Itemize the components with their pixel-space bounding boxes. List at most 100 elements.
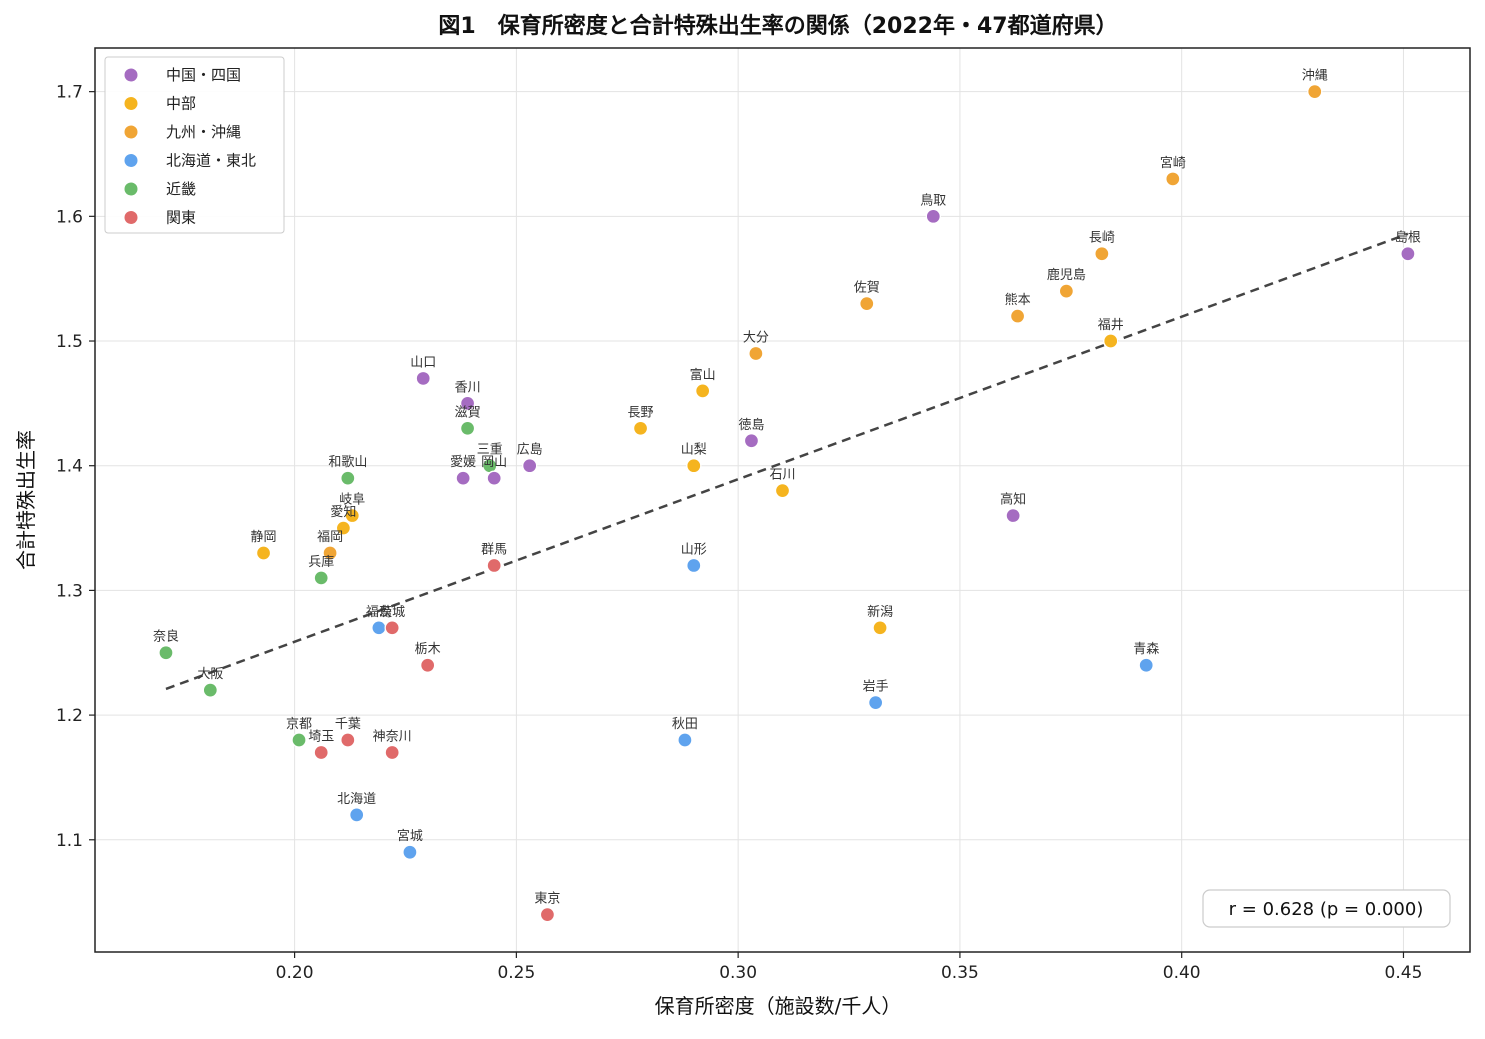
trendline-layer xyxy=(165,232,1409,691)
point-label: 岐阜 xyxy=(339,492,365,508)
point-label: 秋田 xyxy=(672,717,698,732)
chart-title: 図1 保育所密度と合計特殊出生率の関係（2022年・47都道府県） xyxy=(438,13,1117,39)
data-point xyxy=(743,433,760,449)
legend-label: 近畿 xyxy=(166,180,196,198)
y-tick-label: 1.1 xyxy=(56,831,83,851)
point-label: 島根 xyxy=(1395,231,1421,246)
point-label: 群馬 xyxy=(481,542,507,557)
point-label: 富山 xyxy=(690,367,716,383)
data-point xyxy=(340,732,356,748)
point-label: 佐賀 xyxy=(854,281,880,296)
point-label: 兵庫 xyxy=(308,555,334,570)
data-point xyxy=(335,520,352,536)
data-point xyxy=(486,557,502,574)
point-label: 北海道 xyxy=(337,792,376,807)
point-label: 愛知 xyxy=(330,504,356,520)
data-point xyxy=(1165,171,1181,187)
data-point xyxy=(455,470,471,486)
correlation-stat-box: r = 0.628 (p = 0.000) xyxy=(1202,889,1451,928)
point-label: 熊本 xyxy=(1005,292,1031,308)
legend-label: 関東 xyxy=(166,209,196,227)
legend-marker xyxy=(123,124,139,140)
point-label: 福岡 xyxy=(317,530,343,545)
x-tick-label: 0.20 xyxy=(276,963,314,983)
data-point xyxy=(340,470,356,486)
data-point xyxy=(384,744,400,761)
data-point xyxy=(313,744,329,761)
data-point xyxy=(459,395,476,412)
legend-marker xyxy=(123,153,139,168)
data-point xyxy=(872,620,888,636)
point-label: 高知 xyxy=(1000,492,1026,508)
data-point xyxy=(774,482,791,499)
point-label: 栃木 xyxy=(415,642,441,657)
data-point xyxy=(255,545,272,561)
point-label: 茨城 xyxy=(379,605,405,620)
point-label: 長崎 xyxy=(1089,231,1115,246)
axis-ticks: 0.20 0.25 0.30 0.35 0.40 0.45 1.1 1.2 1.3 1.4 1.5 1… xyxy=(56,83,1422,983)
legend-label: 中国・四国 xyxy=(166,66,241,84)
data-point xyxy=(859,295,875,312)
data-point xyxy=(322,545,338,561)
data-point xyxy=(539,906,556,923)
trendline xyxy=(165,232,1409,691)
point-label: 山口 xyxy=(410,355,436,370)
point-label: 福井 xyxy=(1098,318,1124,333)
point-label: 京都 xyxy=(286,717,312,732)
point-label: 山梨 xyxy=(681,443,707,458)
legend-box xyxy=(104,56,285,234)
data-points xyxy=(158,83,1416,923)
legend-marker xyxy=(123,96,139,111)
point-label: 東京 xyxy=(534,891,560,907)
y-tick-label: 1.3 xyxy=(56,581,83,601)
point-label: 宮崎 xyxy=(1160,155,1186,171)
legend-label: 北海道・東北 xyxy=(166,152,256,170)
point-label: 滋賀 xyxy=(455,405,481,420)
point-label: 三重 xyxy=(477,442,503,458)
point-label: 鳥取 xyxy=(920,193,946,208)
data-point xyxy=(344,507,360,524)
data-point xyxy=(349,807,365,823)
point-label: 沖縄 xyxy=(1302,69,1328,84)
point-label: 大阪 xyxy=(197,667,223,682)
point-label: 青森 xyxy=(1133,642,1159,657)
legend-marker xyxy=(123,181,139,197)
correlation-text: r = 0.628 (p = 0.000) xyxy=(1229,899,1424,920)
point-label: 岩手 xyxy=(863,680,889,695)
data-point xyxy=(925,208,941,224)
point-label: 奈良 xyxy=(153,629,179,645)
legend-marker xyxy=(123,210,139,225)
plot-frame xyxy=(94,47,1471,953)
data-point xyxy=(1005,507,1021,524)
point-label: 宮城 xyxy=(397,828,423,844)
point-label: 鹿児島 xyxy=(1047,267,1086,283)
data-point xyxy=(420,657,436,673)
data-point xyxy=(686,458,702,474)
point-label: 香川 xyxy=(455,380,481,395)
data-point xyxy=(486,470,502,486)
data-point xyxy=(686,557,702,574)
y-tick-label: 1.2 xyxy=(56,706,83,726)
data-point xyxy=(695,383,711,399)
data-point xyxy=(677,732,693,748)
data-point xyxy=(1307,83,1323,100)
data-point xyxy=(371,620,387,636)
data-point xyxy=(1009,308,1026,324)
point-label: 岡山 xyxy=(481,455,507,470)
point-label: 広島 xyxy=(517,443,543,458)
point-label: 和歌山 xyxy=(328,455,367,470)
point-label: 大分 xyxy=(743,330,769,345)
data-point xyxy=(402,844,418,860)
data-point xyxy=(291,732,307,748)
point-label: 静岡 xyxy=(251,530,277,545)
legend-marker xyxy=(123,67,139,83)
point-label: 徳島 xyxy=(738,418,764,433)
data-point xyxy=(632,420,649,436)
legend-label: 中部 xyxy=(166,95,196,113)
y-tick-label: 1.5 xyxy=(56,332,83,352)
point-label: 山形 xyxy=(681,542,707,557)
